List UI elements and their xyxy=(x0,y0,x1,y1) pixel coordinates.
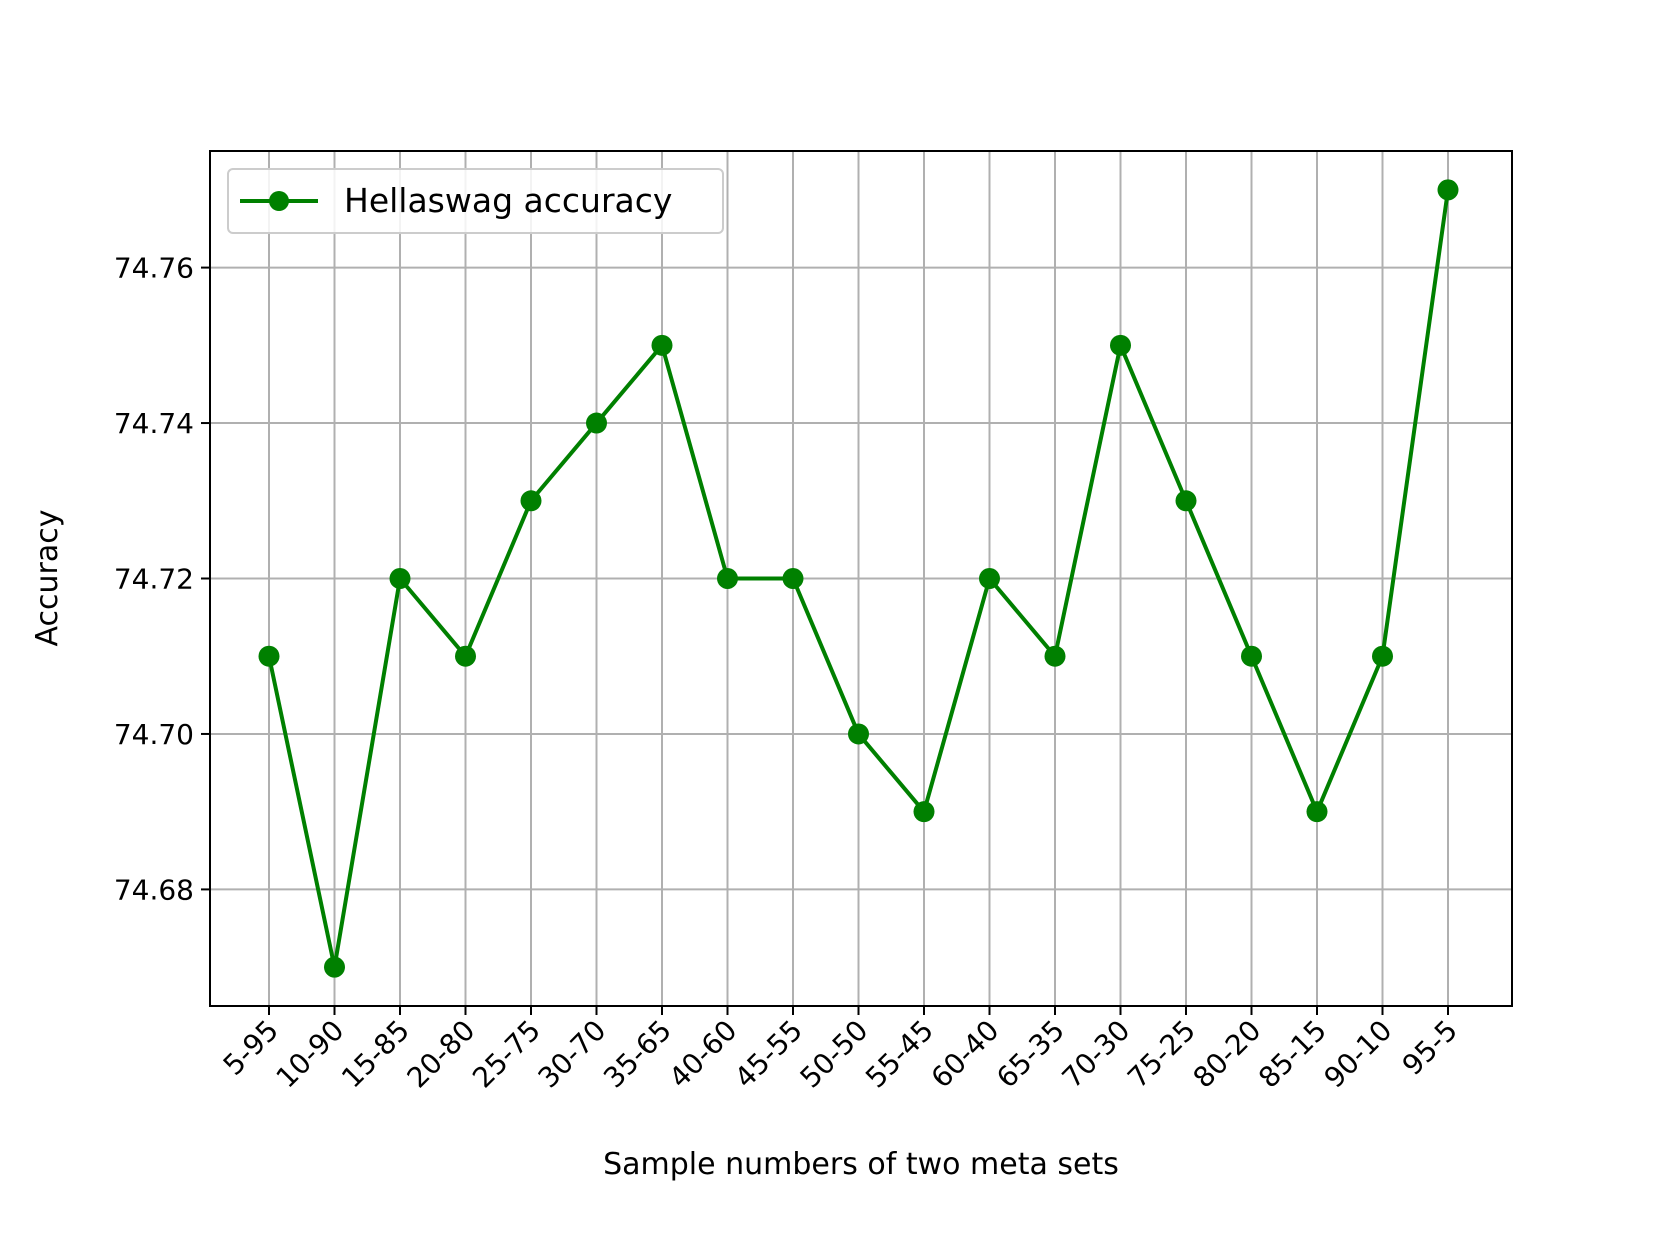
data-points xyxy=(258,179,1459,978)
data-point xyxy=(651,334,673,356)
x-tick-label: 25-75 xyxy=(466,1014,547,1095)
data-point xyxy=(1437,179,1459,201)
x-tick-label: 75-25 xyxy=(1121,1014,1202,1095)
x-axis-title: Sample numbers of two meta sets xyxy=(603,1147,1119,1182)
data-point xyxy=(1372,645,1393,667)
data-point xyxy=(455,645,476,667)
x-tick-label: 45-55 xyxy=(728,1014,809,1095)
data-point xyxy=(586,412,607,434)
x-tick-label: 55-45 xyxy=(859,1014,940,1095)
data-point xyxy=(1241,645,1262,667)
data-point xyxy=(324,956,345,978)
x-tick-label: 30-70 xyxy=(532,1014,613,1095)
y-tick-label: 74.74 xyxy=(114,407,194,440)
data-point xyxy=(848,723,869,745)
x-tick-label: 35-65 xyxy=(597,1014,678,1095)
x-tick-label: 40-60 xyxy=(663,1014,744,1095)
data-point xyxy=(913,801,935,823)
grid-lines xyxy=(210,151,1512,1006)
x-tick-label: 10-90 xyxy=(270,1014,351,1095)
legend-marker-swatch xyxy=(269,191,289,211)
y-tick-label: 74.72 xyxy=(114,563,194,596)
data-point xyxy=(389,568,411,589)
x-tick-label: 65-35 xyxy=(990,1014,1071,1095)
data-point xyxy=(979,568,1000,589)
x-tick-label: 20-80 xyxy=(401,1014,482,1095)
legend: Hellaswag accuracy xyxy=(227,168,724,234)
legend-label: Hellaswag accuracy xyxy=(344,181,672,220)
legend-box xyxy=(227,168,724,234)
data-point xyxy=(1110,334,1131,356)
data-point xyxy=(717,568,738,589)
x-tick-label: 70-30 xyxy=(1056,1014,1137,1095)
y-tick-label: 74.76 xyxy=(114,252,194,285)
axis-ticks: 5-9510-9015-8520-8025-7530-7035-6540-604… xyxy=(114,252,1464,1095)
y-axis-title: Accuracy xyxy=(30,510,65,647)
x-tick-label: 85-15 xyxy=(1252,1014,1333,1095)
data-point xyxy=(1044,645,1066,667)
x-tick-label: 90-10 xyxy=(1318,1014,1399,1095)
y-tick-label: 74.68 xyxy=(114,873,194,906)
data-point xyxy=(258,645,280,667)
data-point xyxy=(1175,490,1197,512)
data-point xyxy=(782,568,804,589)
y-tick-label: 74.70 xyxy=(114,718,194,751)
x-tick-label: 50-50 xyxy=(794,1014,875,1095)
x-tick-label: 60-40 xyxy=(925,1014,1006,1095)
data-point xyxy=(1306,801,1328,823)
x-tick-label: 95-5 xyxy=(1396,1014,1464,1082)
x-tick-label: 15-85 xyxy=(335,1014,416,1095)
x-tick-label: 80-20 xyxy=(1187,1014,1268,1095)
data-point xyxy=(520,490,542,512)
